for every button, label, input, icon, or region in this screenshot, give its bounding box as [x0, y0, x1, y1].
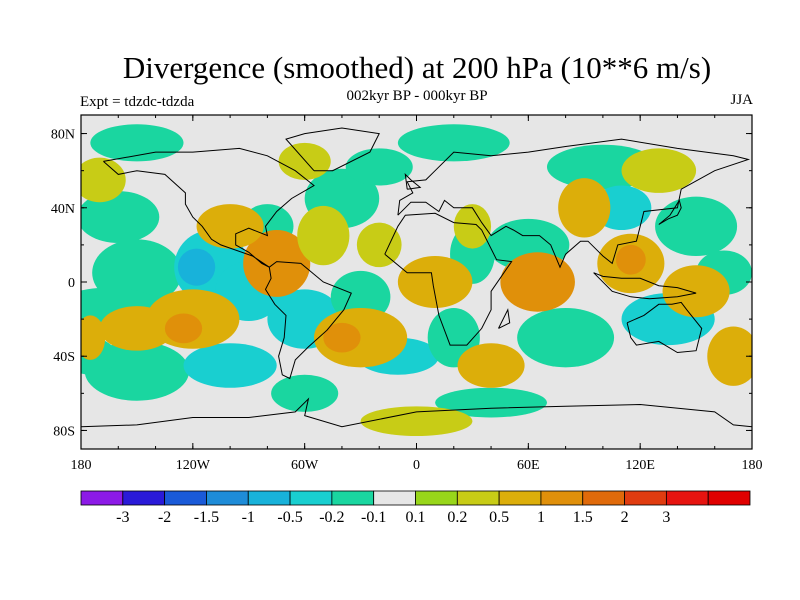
- chart-title: Divergence (smoothed) at 200 hPa (10**6 …: [122, 50, 712, 85]
- colorbar-swatch: [247, 490, 291, 506]
- colorbar-swatch: [122, 490, 166, 506]
- lon-tick-label: 180: [742, 458, 763, 473]
- coastline-segment: [285, 127, 380, 172]
- chart-subtitle: 002kyr BP - 000kyr BP: [346, 88, 488, 104]
- lat-tick-label: 80S: [53, 424, 75, 439]
- colorbar-swatch: [707, 490, 751, 506]
- divergence-patch: [707, 326, 752, 386]
- coastline-segment: [404, 173, 422, 190]
- divergence-patch: [662, 265, 730, 318]
- colorbar-swatch: [164, 490, 207, 506]
- coastline-segment: [397, 138, 751, 269]
- colorbar-swatch: [331, 490, 375, 506]
- colorbar-swatch: [456, 490, 500, 506]
- colorbar-swatch: [540, 490, 584, 506]
- lon-tick-label: 60E: [517, 458, 540, 473]
- divergence-patch: [453, 204, 492, 249]
- colorbar: -3 -2 -1.5 -1 -0.5 -0.2 -0.1 0.1 0.2 0.5 1 1.5 2 3: [80, 490, 751, 526]
- colorbar-label: -0.5: [277, 509, 302, 526]
- colorbar-label: 0.1: [406, 509, 426, 526]
- coastline-segment: [384, 212, 513, 346]
- lat-tick-label: 80N: [51, 128, 75, 143]
- colorbar-label: -3: [116, 509, 129, 526]
- lat-tick-label: 40S: [53, 350, 75, 365]
- colorbar-label: -1.5: [194, 509, 219, 526]
- divergence-patch: [323, 322, 361, 353]
- lat-tick-label: 40N: [51, 202, 75, 217]
- lon-tick-label: 0: [413, 458, 420, 473]
- lon-tick-label: 120W: [176, 458, 211, 473]
- colorbar-swatch: [80, 490, 124, 506]
- colorbar-swatch: [206, 490, 249, 506]
- divergence-patch: [271, 374, 339, 412]
- colorbar-label: 0.5: [489, 509, 509, 526]
- experiment-label: Expt = tdzdc-tdzda: [80, 94, 195, 110]
- colorbar-label: 3: [662, 509, 670, 526]
- divergence-patch: [517, 307, 615, 368]
- season-label: JJA: [730, 92, 753, 108]
- divergence-patch: [397, 256, 473, 308]
- lon-tick-label: 60W: [291, 458, 319, 473]
- divergence-field: [81, 115, 752, 449]
- divergence-patch: [615, 244, 646, 275]
- colorbar-swatch: [373, 490, 416, 506]
- divergence-patch: [621, 148, 697, 193]
- divergence-patch: [345, 148, 413, 186]
- coastline-segment: [593, 272, 697, 300]
- divergence-patch: [177, 248, 216, 286]
- divergence-patch: [397, 124, 510, 162]
- coastline-segment: [81, 397, 752, 428]
- colorbar-swatch: [498, 490, 542, 506]
- divergence-patch: [360, 406, 473, 437]
- colorbar-swatch: [665, 490, 709, 506]
- colorbar-label: -0.2: [319, 509, 344, 526]
- divergence-patch: [164, 313, 203, 344]
- coastline-segment: [264, 261, 352, 380]
- divergence-patch: [457, 343, 525, 388]
- divergence-patch: [183, 343, 277, 388]
- divergence-patch: [99, 306, 175, 351]
- divergence-patch: [297, 205, 350, 266]
- colorbar-label: -2: [158, 509, 171, 526]
- lon-tick-label: 180: [71, 458, 92, 473]
- divergence-patch: [81, 315, 106, 360]
- divergence-patch: [558, 178, 611, 238]
- coastline-segment: [658, 199, 682, 225]
- divergence-patch: [278, 142, 331, 180]
- colorbar-label: 1: [537, 509, 545, 526]
- colorbar-label: 1.5: [573, 509, 593, 526]
- coastline-segment: [103, 147, 315, 268]
- colorbar-swatch: [415, 490, 458, 506]
- colorbar-label: -1: [242, 509, 255, 526]
- colorbar-label: -0.1: [361, 509, 386, 526]
- lat-tick-label: 0: [68, 276, 75, 291]
- divergence-patch: [196, 204, 264, 249]
- latitude-axis: 80N 40N 0 40S 80S: [51, 128, 752, 439]
- divergence-patch: [243, 230, 311, 297]
- coastline-segment: [626, 301, 703, 354]
- divergence-patch: [81, 191, 160, 244]
- coastline-segment: [498, 308, 511, 329]
- colorbar-swatch: [289, 490, 333, 506]
- coastline: [81, 127, 752, 428]
- colorbar-label: 0.2: [447, 509, 467, 526]
- colorbar-label: 2: [621, 509, 629, 526]
- colorbar-swatch: [582, 490, 625, 506]
- divergence-patch: [81, 157, 126, 203]
- divergence-patch: [532, 257, 562, 288]
- lon-tick-label: 120E: [625, 458, 655, 473]
- divergence-patch: [655, 196, 738, 257]
- divergence-patch: [356, 222, 402, 268]
- longitude-axis: 180 120W 60W 0 60E 120E 180: [71, 115, 763, 473]
- colorbar-swatch: [624, 490, 667, 506]
